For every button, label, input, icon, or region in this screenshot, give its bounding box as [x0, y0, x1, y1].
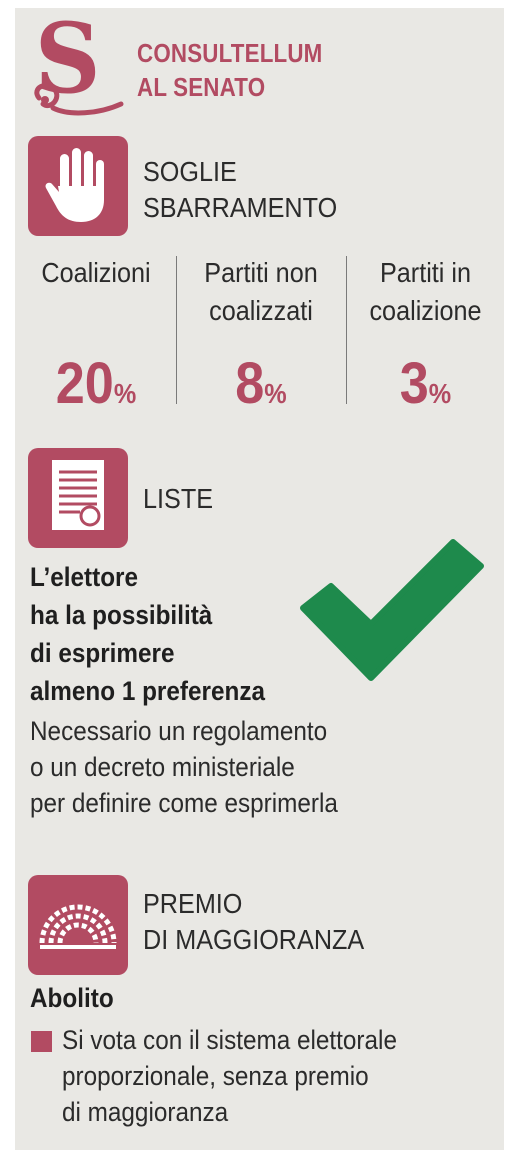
premio-bullet-text: Si vota con il sistema elettorale propor… [62, 1022, 476, 1130]
statement-line: almeno 1 preferenza [30, 676, 265, 706]
note-line: o un decreto ministeriale [30, 752, 295, 782]
threshold-value-partiti-in-coalizione: 3% [399, 351, 452, 416]
soglie-label-line-1: SOGLIE [143, 156, 237, 187]
liste-label: LISTE [143, 483, 214, 514]
bullet-square-icon [31, 1031, 52, 1052]
statement-line: ha la possibilità [30, 600, 213, 630]
bullet-line: Si vota con il sistema elettorale [62, 1025, 397, 1055]
logo-letter: S [34, 2, 101, 115]
soglie-label-line-2: SBARRAMENTO [143, 192, 338, 223]
column-divider [346, 256, 347, 404]
bullet-line: di maggioranza [62, 1097, 229, 1127]
title-line-1: CONSULTELLUM [137, 38, 323, 68]
bullet-line: proporzionale, senza premio [62, 1061, 369, 1091]
statement-line: L’elettore [30, 562, 139, 592]
statement-line: di esprimere [30, 638, 175, 668]
premio-icon-box [28, 875, 128, 975]
certificate-document-icon [52, 460, 104, 530]
threshold-value-coalizioni: 20% [55, 351, 137, 416]
soglie-label: SOGLIE SBARRAMENTO [143, 154, 337, 226]
column-header-coalizioni: Coalizioni [41, 257, 151, 288]
column-header-partiti-non-coalizzati: Partiti non coalizzati [204, 257, 318, 326]
threshold-value-partiti-non-coalizzati: 8% [235, 351, 287, 416]
premio-label-line-1: PREMIO [143, 888, 243, 919]
premio-label: PREMIO DI MAGGIORANZA [143, 886, 364, 958]
liste-main-statement: L’elettore ha la possibilità di esprimer… [30, 558, 291, 710]
swirl-s-logo-icon [34, 83, 124, 116]
raised-hand-icon [45, 148, 104, 222]
premio-status: Abolito [30, 983, 114, 1013]
note-line: per definire come esprimerla [30, 788, 338, 818]
premio-label-line-2: DI MAGGIORANZA [143, 924, 365, 955]
infographic-panel: S CONSULTELLUM AL SENATO SOGLIE SBARRAME… [15, 4, 504, 1150]
title-line-2: AL SENATO [137, 72, 266, 102]
liste-note: Necessario un regolamento o un decreto m… [30, 713, 444, 821]
soglie-icon-box [28, 136, 128, 236]
liste-icon-box [28, 448, 128, 548]
page-title: CONSULTELLUM AL SENATO [137, 36, 395, 104]
column-divider [176, 256, 177, 404]
column-header-partiti-in-coalizione: Partiti in coalizione [369, 257, 482, 326]
note-line: Necessario un regolamento [30, 716, 328, 746]
checkmark-icon [300, 539, 484, 681]
parliament-hemicycle-icon [39, 904, 117, 949]
